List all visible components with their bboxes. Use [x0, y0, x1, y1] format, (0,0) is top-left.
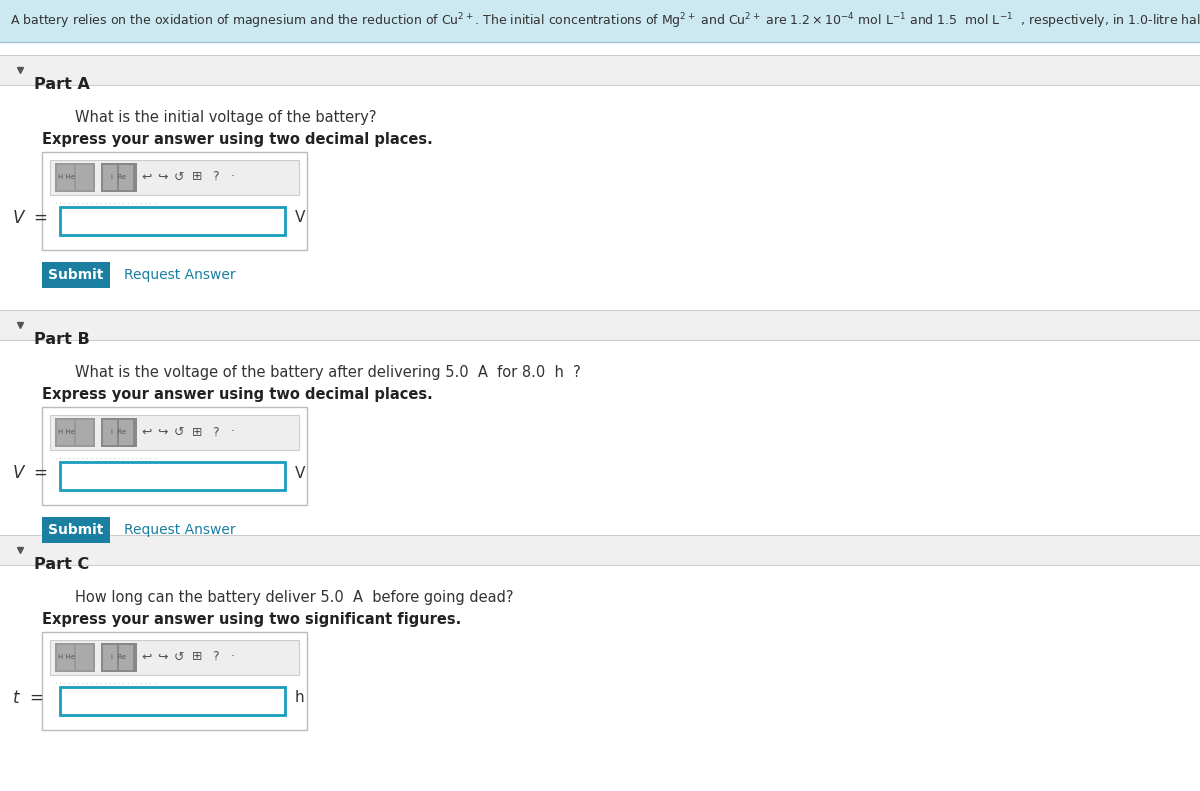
Bar	[55, 163, 95, 192]
Bar	[42, 262, 110, 288]
Text: What is the initial voltage of the battery?: What is the initial voltage of the batte…	[74, 110, 377, 125]
Text: ?: ?	[211, 171, 218, 184]
Text: $\mathit{t}$  =: $\mathit{t}$ =	[12, 689, 43, 707]
Bar	[101, 643, 137, 672]
Bar	[58, 165, 74, 190]
Text: i  Re: i Re	[112, 174, 126, 180]
Text: Part C: Part C	[34, 557, 89, 572]
Text: V: V	[295, 210, 305, 225]
Text: ⊞: ⊞	[192, 171, 203, 184]
Bar	[101, 163, 137, 192]
Text: ?: ?	[211, 650, 218, 664]
Text: ↺: ↺	[174, 650, 185, 664]
Bar	[42, 517, 110, 543]
Text: $\mathit{V}$  =: $\mathit{V}$ =	[12, 209, 48, 227]
Text: . . . . . . . . . . . . . . . . . . . . . . .: . . . . . . . . . . . . . . . . . . . . …	[55, 199, 156, 205]
Bar	[0, 340, 1200, 575]
Text: H He: H He	[58, 174, 74, 180]
Bar	[103, 165, 118, 190]
Bar	[60, 462, 286, 490]
Bar	[58, 645, 74, 670]
Text: Express your answer using two significant figures.: Express your answer using two significan…	[42, 612, 461, 627]
Text: V: V	[295, 465, 305, 480]
Text: What is the voltage of the battery after delivering 5.0  A  for 8.0  h  ?: What is the voltage of the battery after…	[74, 365, 581, 380]
Text: i  Re: i Re	[112, 654, 126, 660]
Bar	[58, 420, 74, 445]
Bar	[76, 420, 94, 445]
Text: ↺: ↺	[174, 171, 185, 184]
Bar	[0, 0, 1200, 42]
Text: Express your answer using two decimal places.: Express your answer using two decimal pl…	[42, 387, 433, 402]
Text: ↪: ↪	[157, 171, 168, 184]
Bar	[42, 632, 307, 730]
Bar	[60, 207, 286, 235]
Text: ·: ·	[230, 650, 235, 664]
Bar	[0, 55, 1200, 85]
Bar	[55, 643, 95, 672]
Bar	[0, 565, 1200, 780]
Text: ↪: ↪	[157, 650, 168, 664]
Text: H He: H He	[58, 654, 74, 660]
Bar	[60, 687, 286, 715]
Text: $\mathit{V}$  =: $\mathit{V}$ =	[12, 464, 48, 482]
Bar	[0, 535, 1200, 565]
Bar	[50, 160, 299, 195]
Text: H He: H He	[58, 429, 74, 435]
Text: ⊞: ⊞	[192, 426, 203, 438]
Bar	[42, 152, 307, 250]
Text: ⊞: ⊞	[192, 650, 203, 664]
Text: ↩: ↩	[142, 171, 152, 184]
Bar	[50, 415, 299, 450]
Text: h: h	[295, 691, 305, 706]
Text: ·: ·	[230, 171, 235, 184]
Bar	[119, 420, 133, 445]
Bar	[50, 640, 299, 675]
Text: Part A: Part A	[34, 77, 90, 92]
Bar	[103, 645, 118, 670]
Text: . . . . . . . . . . . . . . . . . . . . . . .: . . . . . . . . . . . . . . . . . . . . …	[55, 454, 156, 460]
Bar	[0, 85, 1200, 320]
Text: A battery relies on the oxidation of magnesium and the reduction of $\mathrm{Cu}: A battery relies on the oxidation of mag…	[10, 11, 1200, 31]
Text: Submit: Submit	[48, 268, 103, 282]
Bar	[101, 418, 137, 447]
Text: ·: ·	[230, 426, 235, 438]
Bar	[76, 645, 94, 670]
Bar	[0, 310, 1200, 340]
Bar	[55, 418, 95, 447]
Text: Submit: Submit	[48, 523, 103, 537]
Bar	[119, 645, 133, 670]
Text: ↩: ↩	[142, 426, 152, 438]
Bar	[42, 407, 307, 505]
Text: i  Re: i Re	[112, 429, 126, 435]
Text: Request Answer: Request Answer	[124, 268, 235, 282]
Text: How long can the battery deliver 5.0  A  before going dead?: How long can the battery deliver 5.0 A b…	[74, 590, 514, 605]
Text: Express your answer using two decimal places.: Express your answer using two decimal pl…	[42, 132, 433, 147]
Text: ↪: ↪	[157, 426, 168, 438]
Bar	[119, 165, 133, 190]
Text: . . . . . . . . . . . . . . . . . . . . . . .: . . . . . . . . . . . . . . . . . . . . …	[55, 679, 156, 685]
Text: ↩: ↩	[142, 650, 152, 664]
Bar	[76, 165, 94, 190]
Bar	[103, 420, 118, 445]
Text: Part B: Part B	[34, 332, 90, 347]
Text: ↺: ↺	[174, 426, 185, 438]
Text: Request Answer: Request Answer	[124, 523, 235, 537]
Text: ?: ?	[211, 426, 218, 438]
